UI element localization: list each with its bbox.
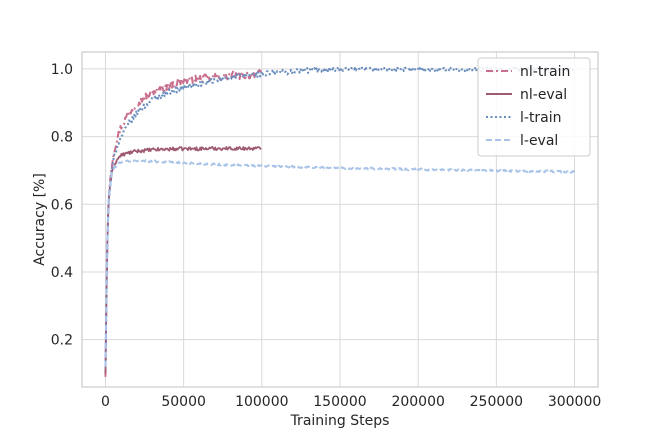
y-tick-label: 0.2 xyxy=(51,333,73,349)
series-line-l-eval xyxy=(104,159,576,367)
y-tick-label: 0.6 xyxy=(51,197,73,213)
series-line-nl-eval xyxy=(104,146,262,374)
y-axis-label: Accuracy [%] xyxy=(32,173,48,266)
legend-label-nl-train: nl-train xyxy=(520,64,570,80)
x-tick-label: 200000 xyxy=(391,394,444,410)
legend-label-nl-eval: nl-eval xyxy=(520,87,567,103)
x-tick-label: 250000 xyxy=(470,394,523,410)
y-tick-label: 1.0 xyxy=(51,62,73,78)
x-axis-label: Training Steps xyxy=(290,413,390,429)
y-tick-label: 0.4 xyxy=(51,265,73,281)
x-tick-label: 0 xyxy=(101,394,110,410)
x-tick-label: 150000 xyxy=(313,394,366,410)
plot-frame xyxy=(81,51,599,388)
legend-label-l-eval: l-eval xyxy=(520,133,558,149)
x-tick-label: 100000 xyxy=(235,394,288,410)
x-tick-label: 300000 xyxy=(548,394,601,410)
y-tick-label: 0.8 xyxy=(51,130,73,146)
legend-label-l-train: l-train xyxy=(520,110,562,126)
tick-layer: 0 50000 100000 150000 200000 250000 300000 0.2 0… xyxy=(51,62,602,410)
x-tick-label: 50000 xyxy=(161,394,206,410)
legend-frame xyxy=(477,57,591,157)
legend: nl-train nl-eval l-train l-eval xyxy=(477,57,591,157)
legend-items: nl-train nl-eval l-train l-eval xyxy=(486,64,570,149)
